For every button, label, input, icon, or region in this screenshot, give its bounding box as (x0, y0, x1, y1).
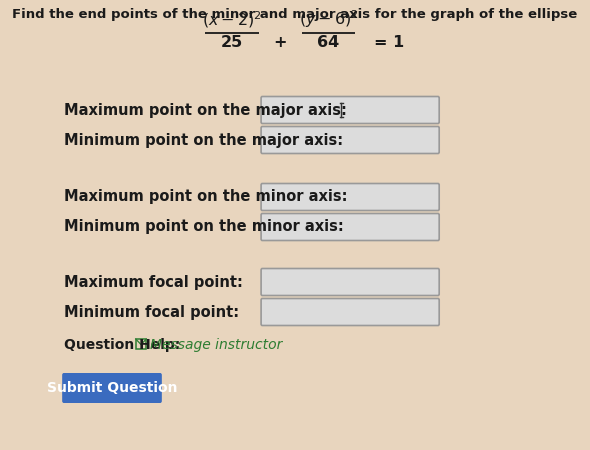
Text: Message instructor: Message instructor (150, 338, 282, 352)
FancyBboxPatch shape (261, 298, 439, 325)
Text: Question Help:: Question Help: (64, 338, 180, 352)
FancyBboxPatch shape (261, 184, 439, 211)
Text: Minimum point on the minor axis:: Minimum point on the minor axis: (64, 220, 343, 234)
Text: Maximum focal point:: Maximum focal point: (64, 274, 242, 289)
Text: +: + (274, 35, 287, 50)
FancyBboxPatch shape (62, 373, 162, 403)
Text: $(x-2)^2$: $(x-2)^2$ (202, 9, 262, 30)
Text: $(y-6)^2$: $(y-6)^2$ (299, 8, 359, 30)
FancyBboxPatch shape (261, 269, 439, 296)
Text: 25: 25 (221, 35, 243, 50)
Text: Maximum point on the major axis:: Maximum point on the major axis: (64, 103, 347, 117)
Text: Minimum point on the major axis:: Minimum point on the major axis: (64, 132, 343, 148)
Text: 64: 64 (317, 35, 340, 50)
FancyBboxPatch shape (261, 96, 439, 123)
Text: Maximum point on the minor axis:: Maximum point on the minor axis: (64, 189, 348, 204)
Text: Find the end points of the minor and major axis for the graph of the ellipse: Find the end points of the minor and maj… (12, 8, 578, 21)
Text: Submit Question: Submit Question (47, 381, 177, 395)
FancyBboxPatch shape (261, 126, 439, 153)
Text: Minimum focal point:: Minimum focal point: (64, 305, 239, 320)
FancyBboxPatch shape (261, 213, 439, 240)
Text: = 1: = 1 (374, 35, 405, 50)
